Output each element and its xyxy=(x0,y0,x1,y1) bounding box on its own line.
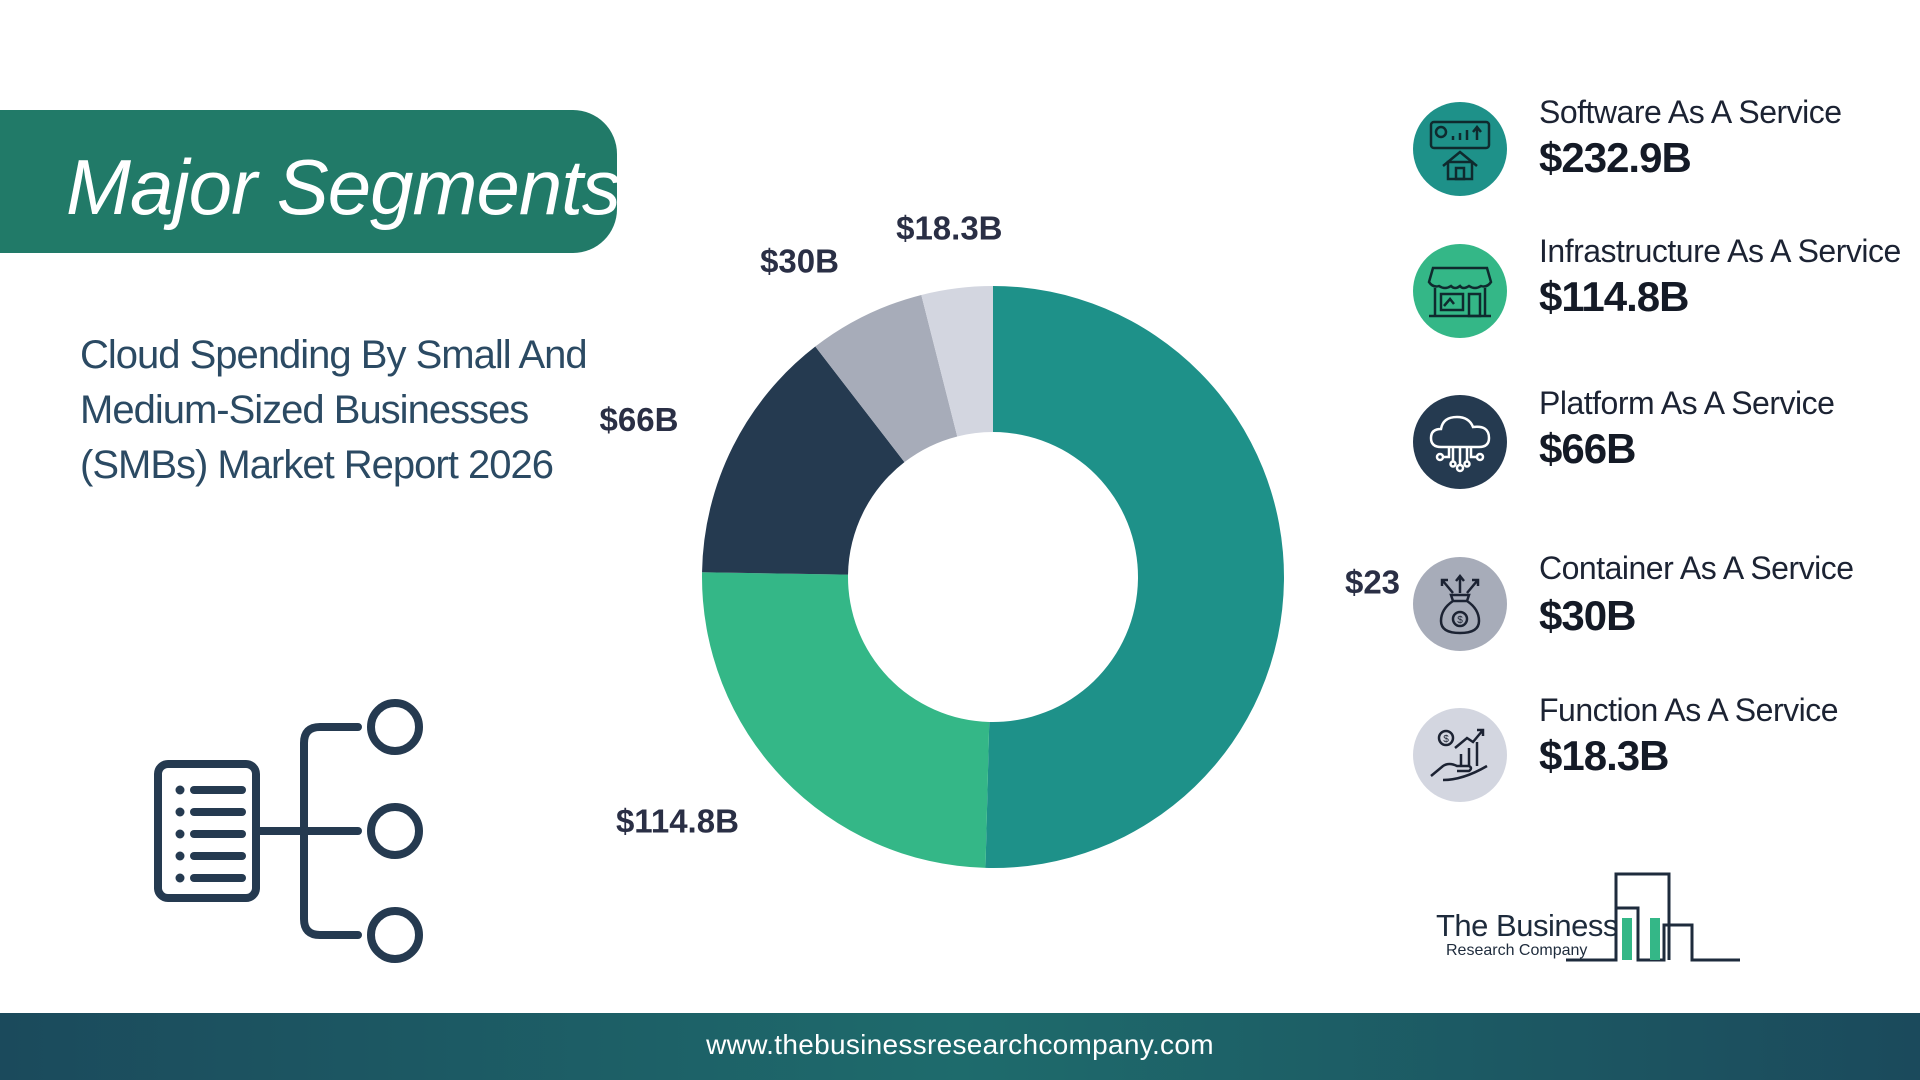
legend-value: $232.9B xyxy=(1539,134,1692,181)
title-banner: Major Segments xyxy=(0,110,621,253)
slice-faas xyxy=(921,286,993,437)
legend-item-iaas: Infrastructure As A Service $114.8B xyxy=(1410,233,1910,343)
legend-item-faas: $ Function As A Service $18.3B xyxy=(1410,692,1910,802)
legend-item-caas: $ Container As A Service $30B xyxy=(1410,550,1910,660)
data-label: $18.3B xyxy=(896,210,1002,247)
donut-chart-svg: $232.9B $114.8B $66B $30B $18.3B xyxy=(600,210,1400,868)
slice-caas xyxy=(815,294,958,463)
data-label: $114.8B xyxy=(616,803,739,840)
data-label: $66B xyxy=(600,401,678,438)
data-label: $232.9B xyxy=(1345,564,1400,601)
legend-item-paas: Platform As A Service $66B xyxy=(1410,385,1910,495)
page-title: Major Segments xyxy=(66,143,621,231)
slice-paas xyxy=(702,346,905,575)
legend-value: $30B xyxy=(1539,592,1636,639)
company-logo: The Business Research Company xyxy=(1436,870,1746,970)
footer-bar: www.thebusinessresearchcompany.com xyxy=(0,1013,1920,1080)
storefront-icon xyxy=(1413,244,1507,338)
donut-chart: $232.9B $114.8B $66B $30B $18.3B xyxy=(600,210,1400,910)
legend-label: Platform As A Service xyxy=(1539,385,1835,421)
hand-growth-chart-icon: $ xyxy=(1413,708,1507,802)
saas-dashboard-home-icon xyxy=(1413,102,1507,196)
money-bag-icon: $ xyxy=(1413,557,1507,651)
legend-label: Infrastructure As A Service xyxy=(1539,233,1901,269)
logo-text-secondary: Research Company xyxy=(1446,942,1588,959)
legend-value: $18.3B xyxy=(1539,732,1669,779)
logo-buildings-icon xyxy=(1566,872,1740,962)
list-tree-icon xyxy=(150,690,440,975)
cloud-network-icon xyxy=(1413,395,1507,489)
legend-label: Software As A Service xyxy=(1539,94,1842,130)
slice-iaas xyxy=(702,572,990,868)
svg-text:$: $ xyxy=(1443,734,1449,745)
website-link[interactable]: www.thebusinessresearchcompany.com xyxy=(706,1029,1214,1060)
report-subtitle: Cloud Spending By Small And Medium-Sized… xyxy=(80,333,588,487)
legend-value: $66B xyxy=(1539,425,1636,472)
legend-item-saas: Software As A Service $232.9B xyxy=(1410,90,1910,200)
svg-text:$: $ xyxy=(1457,615,1463,626)
legend-label: Container As A Service xyxy=(1539,550,1854,586)
legend-label: Function As A Service xyxy=(1539,692,1839,728)
slice-saas xyxy=(985,286,1285,868)
legend-value: $114.8B xyxy=(1539,273,1689,320)
logo-text-primary: The Business xyxy=(1436,908,1618,943)
data-label: $30B xyxy=(760,242,839,279)
